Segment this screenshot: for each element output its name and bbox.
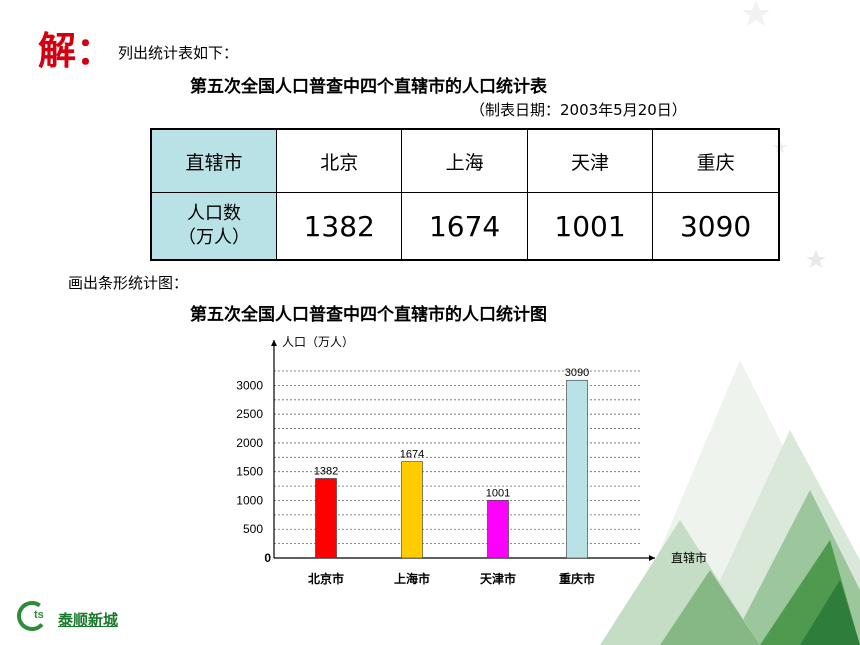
bar-0 bbox=[315, 478, 337, 559]
table-intro-text: 列出统计表如下： bbox=[118, 44, 239, 62]
logo-mark-text: ts bbox=[34, 609, 44, 621]
x-tick-label: 重庆市 bbox=[559, 571, 595, 586]
row-label-line1: 人口数 bbox=[187, 203, 241, 224]
x-tick-label: 上海市 bbox=[394, 571, 430, 586]
value-cell-beijing: 1382 bbox=[275, 192, 403, 261]
y-tick-label: 500 bbox=[243, 522, 263, 536]
table-title: 第五次全国人口普查中四个直辖市的人口统计表 bbox=[190, 77, 547, 97]
chart-intro-text: 画出条形统计图： bbox=[68, 274, 189, 292]
x-tick-label: 天津市 bbox=[480, 571, 516, 586]
x-tick-label: 北京市 bbox=[308, 571, 344, 586]
logo-text: 泰顺新城 bbox=[58, 611, 119, 629]
table-value-row: 人口数 （万人） 1382 1674 1001 3090 bbox=[150, 192, 780, 261]
x-axis-label: 直辖市 bbox=[671, 550, 707, 565]
y-tick-label: 3000 bbox=[236, 378, 263, 392]
y-axis-label: 人口（万人） bbox=[282, 335, 354, 349]
y-tick-label: 2500 bbox=[236, 407, 263, 421]
y-tick-label: 1000 bbox=[236, 493, 263, 507]
bar-3 bbox=[566, 379, 588, 559]
y-axis-arrow bbox=[271, 340, 277, 346]
data-label: 3090 bbox=[565, 367, 589, 379]
y-tick-label: 0 bbox=[264, 551, 271, 565]
value-cell-chongqing: 3090 bbox=[652, 192, 780, 261]
logo-mark: ts bbox=[17, 601, 47, 631]
data-label: 1001 bbox=[486, 487, 510, 499]
data-label: 1382 bbox=[314, 465, 338, 477]
x-axis-arrow bbox=[649, 555, 655, 561]
solution-heading: 解： bbox=[38, 28, 115, 73]
value-cell-shanghai: 1674 bbox=[401, 192, 528, 261]
city-cell-shanghai: 上海 bbox=[401, 128, 528, 193]
statistics-table: 直辖市 北京 上海 天津 重庆 人口数 （万人） 1382 1674 1001 … bbox=[150, 128, 780, 261]
table-date: （制表日期：2003年5月20日） bbox=[470, 101, 687, 119]
background-mountains bbox=[600, 0, 860, 645]
chart-title: 第五次全国人口普查中四个直辖市的人口统计图 bbox=[190, 305, 547, 325]
city-cell-chongqing: 重庆 bbox=[652, 128, 780, 193]
value-cell-tianjin: 1001 bbox=[526, 192, 654, 261]
y-tick-label: 2000 bbox=[236, 436, 263, 450]
table-header-row: 直辖市 北京 上海 天津 重庆 bbox=[150, 128, 780, 193]
bar-1 bbox=[401, 461, 423, 559]
y-tick-label: 1500 bbox=[236, 465, 263, 479]
bar-2 bbox=[487, 500, 509, 559]
row-label-cell: 人口数 （万人） bbox=[150, 192, 277, 261]
city-cell-tianjin: 天津 bbox=[526, 128, 654, 193]
row-label-line2: （万人） bbox=[178, 227, 250, 248]
data-label: 1674 bbox=[400, 449, 424, 461]
